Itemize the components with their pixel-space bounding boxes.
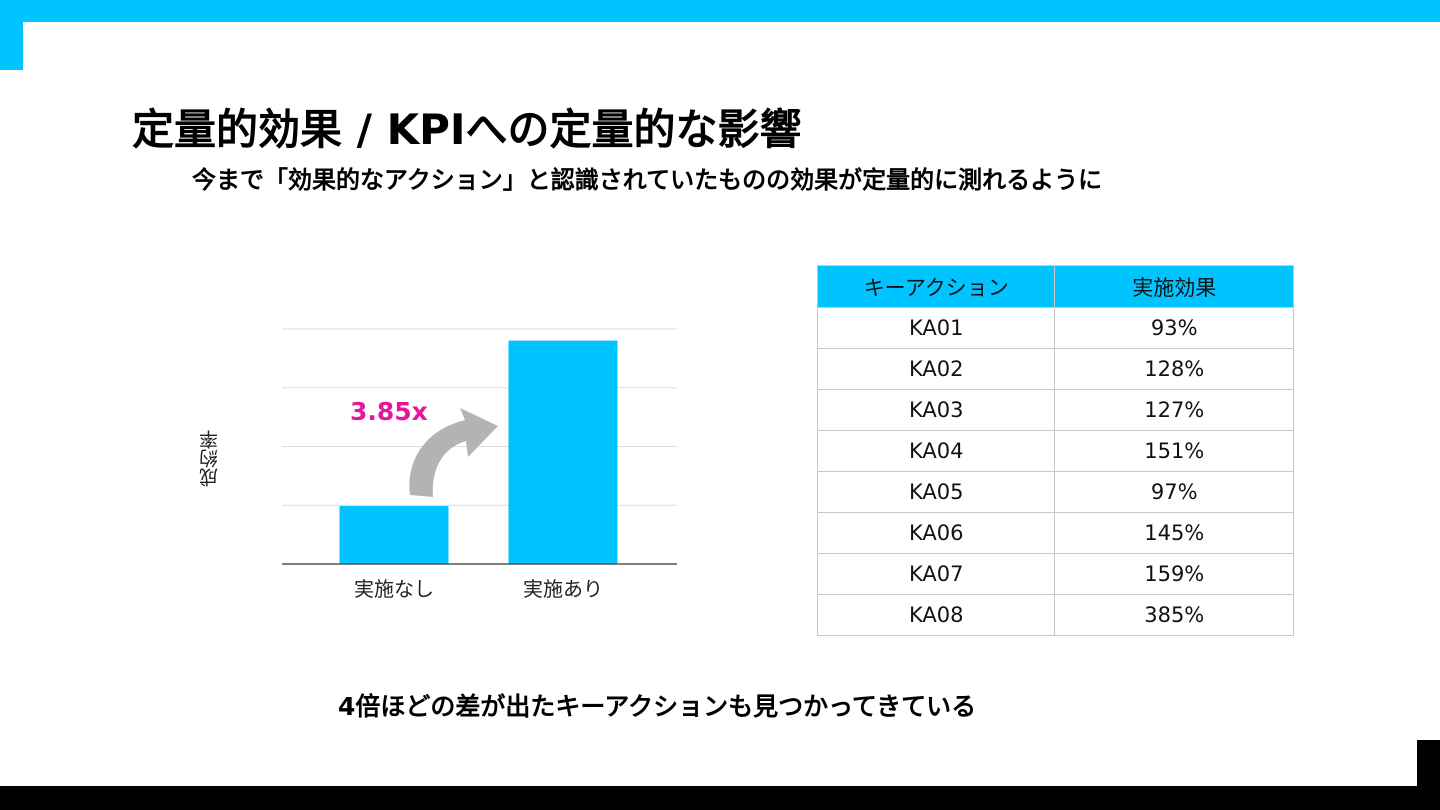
key-action-effect-table: キーアクション 実施効果 KA01 93% KA02 128% KA03 127… bbox=[816, 265, 1294, 636]
table-row: KA02 128% bbox=[816, 348, 1294, 390]
chart-bars bbox=[339, 340, 618, 564]
table-cell-key-action: KA08 bbox=[816, 594, 1056, 636]
table-cell-key-action: KA06 bbox=[816, 512, 1056, 554]
table-row: KA03 127% bbox=[816, 389, 1294, 431]
chart-gridlines bbox=[282, 328, 677, 506]
table-cell-effect: 93% bbox=[1054, 307, 1294, 349]
table-header-effect: 実施効果 bbox=[1054, 265, 1294, 308]
conversion-rate-bar-chart: 実施なし 実施あり 3.85x bbox=[282, 328, 677, 601]
table-cell-effect: 159% bbox=[1054, 553, 1294, 595]
table-row: KA01 93% bbox=[816, 307, 1294, 349]
table-header-row: キーアクション 実施効果 bbox=[816, 265, 1294, 308]
table-cell-key-action: KA01 bbox=[816, 307, 1056, 349]
table-row: KA04 151% bbox=[816, 430, 1294, 472]
table-cell-key-action: KA07 bbox=[816, 553, 1056, 595]
bottom-right-block bbox=[1417, 740, 1440, 810]
chart-tick-label: 実施あり bbox=[523, 577, 603, 601]
chart-annotation-multiplier: 3.85x bbox=[350, 397, 428, 426]
chart-bar-2 bbox=[508, 340, 618, 564]
table-cell-effect: 385% bbox=[1054, 594, 1294, 636]
table-cell-key-action: KA05 bbox=[816, 471, 1056, 513]
table-header-key-action: キーアクション bbox=[816, 265, 1056, 308]
table-row: KA07 159% bbox=[816, 553, 1294, 595]
table-cell-key-action: KA02 bbox=[816, 348, 1056, 390]
table-cell-key-action: KA04 bbox=[816, 430, 1056, 472]
curved-arrow-icon bbox=[409, 408, 498, 497]
table-cell-effect: 145% bbox=[1054, 512, 1294, 554]
table-cell-effect: 128% bbox=[1054, 348, 1294, 390]
top-left-accent-block bbox=[0, 0, 23, 70]
page-subtitle: 今まで「効果的なアクション」と認識されていたものの効果が定量的に測れるように bbox=[192, 166, 1103, 194]
footer-note: 4倍ほどの差が出たキーアクションも見つかってきている bbox=[338, 692, 977, 721]
table-row: KA05 97% bbox=[816, 471, 1294, 513]
chart-tick-labels: 実施なし 実施あり bbox=[354, 577, 603, 601]
table-row: KA08 385% bbox=[816, 594, 1294, 636]
page-title: 定量的効果 / KPIへの定量的な影響 bbox=[132, 105, 802, 154]
table-cell-effect: 97% bbox=[1054, 471, 1294, 513]
top-accent-bar bbox=[0, 0, 1440, 22]
table-cell-key-action: KA03 bbox=[816, 389, 1056, 431]
chart-bar-1 bbox=[339, 505, 449, 564]
table-cell-effect: 151% bbox=[1054, 430, 1294, 472]
bottom-bar bbox=[0, 786, 1440, 810]
chart-tick-label: 実施なし bbox=[354, 577, 434, 601]
table-cell-effect: 127% bbox=[1054, 389, 1294, 431]
table-row: KA06 145% bbox=[816, 512, 1294, 554]
